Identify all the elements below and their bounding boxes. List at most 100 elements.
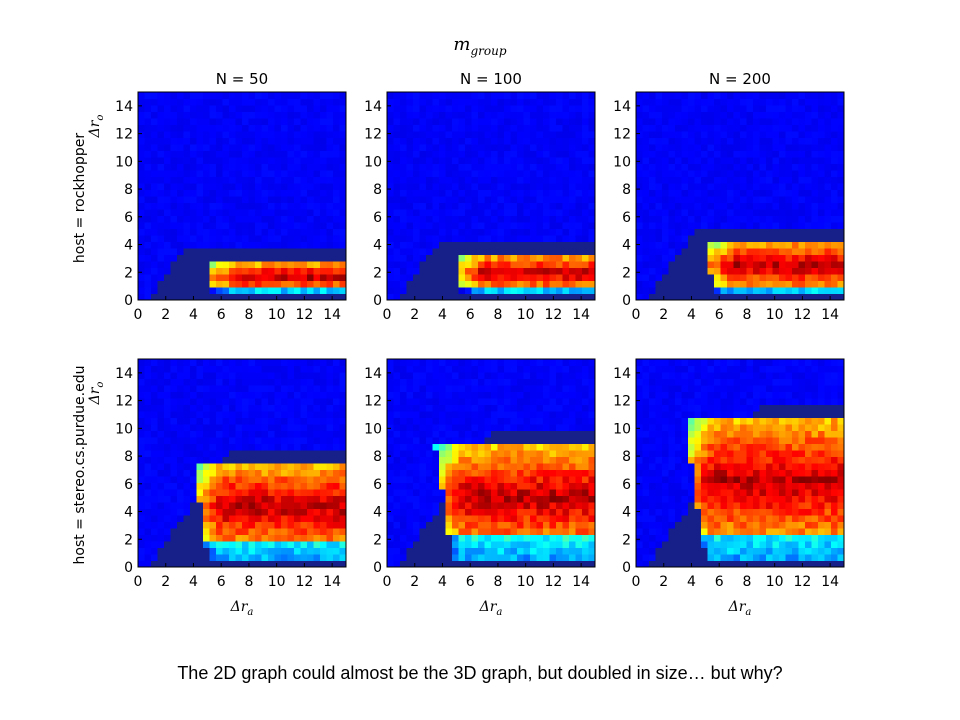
heatmap-cell [320, 534, 327, 542]
heatmap-cell [497, 280, 505, 288]
heatmap-cell [209, 443, 217, 451]
heatmap-cell [157, 241, 165, 249]
heatmap-cell [458, 150, 466, 158]
heatmap-cell [222, 280, 230, 288]
heatmap-cell [772, 215, 780, 223]
heatmap-cell [549, 131, 557, 138]
heatmap-cell [300, 411, 308, 418]
heatmap-cell [320, 424, 327, 431]
heatmap-cell [530, 495, 537, 503]
heatmap-cell [517, 92, 524, 99]
heatmap-cell [177, 144, 184, 151]
heatmap-cell [785, 196, 793, 203]
heatmap-cell [681, 131, 689, 138]
heatmap-cell [792, 137, 799, 145]
heatmap-cell [235, 391, 243, 399]
heatmap-cell [190, 508, 197, 516]
heatmap-cell [523, 391, 531, 399]
heatmap-cell [510, 424, 518, 431]
heatmap-cell [144, 489, 152, 496]
heatmap-cell [339, 541, 347, 548]
heatmap-cell [549, 235, 557, 242]
heatmap-cell [510, 515, 518, 522]
heatmap-cell [837, 163, 845, 171]
heatmap-cell [313, 463, 321, 470]
heatmap-cell [281, 144, 288, 151]
heatmap-cell [196, 137, 204, 145]
heatmap-cell [196, 248, 204, 255]
heatmap-cell [569, 215, 576, 223]
heatmap-cell [642, 274, 650, 281]
heatmap-cell [497, 163, 505, 171]
heatmap-cell [413, 502, 420, 509]
heatmap-cell [733, 261, 741, 268]
heatmap-cell [164, 495, 171, 503]
heatmap-cell [307, 547, 314, 555]
heatmap-cell [413, 183, 420, 190]
heatmap-cell [294, 92, 301, 99]
heatmap-cell [523, 274, 531, 281]
heatmap-cell [274, 463, 282, 470]
heatmap-cell [458, 417, 466, 425]
heatmap-cell [229, 417, 236, 425]
heatmap-cell [465, 450, 472, 457]
heatmap-cell [471, 560, 479, 568]
heatmap-cell [439, 170, 446, 177]
heatmap-cell [242, 235, 249, 242]
heatmap-cell [151, 170, 158, 177]
y-tick-label: 4 [622, 238, 631, 254]
heatmap-cell [688, 118, 695, 125]
heatmap-cell [248, 235, 256, 242]
heatmap-cell [484, 170, 492, 177]
heatmap-cell [333, 118, 340, 125]
heatmap-cell [714, 254, 721, 262]
heatmap-cell [268, 261, 275, 268]
heatmap-cell [255, 359, 262, 366]
heatmap-cell [235, 541, 243, 548]
heatmap-cell [164, 131, 171, 138]
heatmap-cell [261, 359, 269, 366]
heatmap-cell [393, 534, 401, 542]
heatmap-cell [170, 417, 178, 425]
heatmap-cell [406, 554, 414, 561]
heatmap-cell [222, 202, 230, 210]
heatmap-cell [510, 450, 518, 457]
heatmap-cell [144, 515, 152, 522]
heatmap-cell [536, 437, 544, 444]
heatmap-cell [588, 118, 596, 125]
heatmap-cell [255, 508, 262, 516]
heatmap-cell [333, 443, 340, 451]
heatmap-cell [287, 450, 295, 457]
heatmap-cell [144, 274, 152, 281]
heatmap-cell [190, 450, 197, 457]
heatmap-cell [248, 391, 256, 399]
heatmap-cell [313, 378, 321, 386]
heatmap-cell [569, 254, 576, 262]
heatmap-cell [393, 293, 401, 301]
heatmap-cell [196, 398, 204, 405]
heatmap-cell [209, 176, 217, 184]
heatmap-cell [681, 248, 689, 255]
heatmap-cell [177, 150, 184, 158]
heatmap-cell [588, 261, 596, 268]
heatmap-cell [274, 411, 282, 418]
heatmap-cell [196, 228, 204, 236]
heatmap-cell [497, 469, 505, 477]
heatmap-cell [452, 124, 459, 132]
heatmap-cell [523, 489, 531, 496]
heatmap-cell [798, 267, 806, 275]
heatmap-cell [268, 502, 275, 509]
heatmap-cell [458, 385, 466, 392]
heatmap-cell [720, 111, 728, 119]
heatmap-cell [203, 547, 210, 555]
heatmap-cell [209, 170, 217, 177]
heatmap-cell [569, 280, 576, 288]
heatmap-cell [419, 137, 427, 145]
heatmap-cell [569, 235, 576, 242]
heatmap-cell [733, 105, 741, 112]
heatmap-cell [818, 98, 825, 106]
heatmap-cell [177, 170, 184, 177]
heatmap-cell [393, 183, 401, 190]
heatmap-cell [242, 365, 249, 373]
heatmap-cell [151, 241, 158, 249]
